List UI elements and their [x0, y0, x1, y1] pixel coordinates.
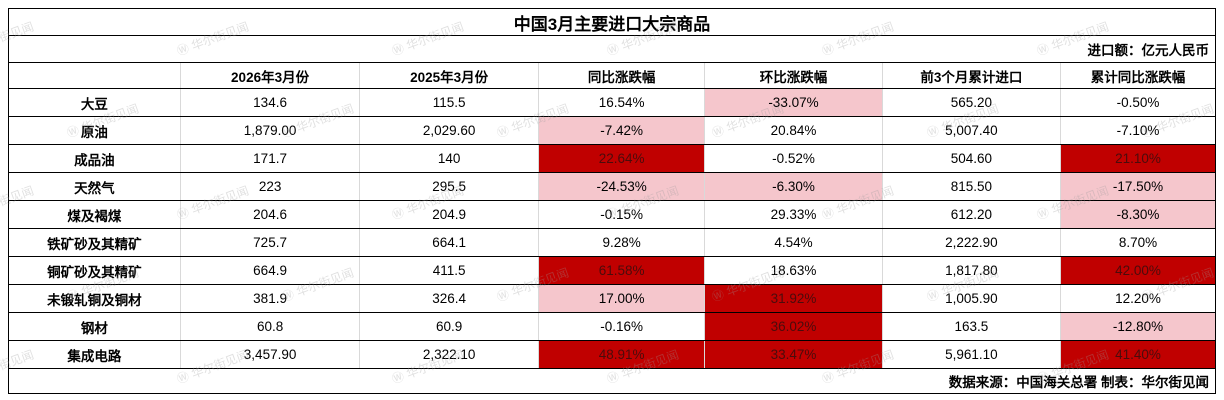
cell-value: 22.64%	[538, 145, 706, 172]
cell-value: 9.28%	[539, 229, 706, 256]
cell-value: 295.5	[360, 173, 539, 200]
table-row: 天然气 223 295.5 -24.53% -6.30% 815.50 -17.50%	[9, 173, 1215, 201]
table-row: 集成电路 3,457.90 2,322.10 48.91% 33.47% 5,961.10…	[9, 341, 1215, 369]
cell-value: 33.47%	[705, 341, 883, 368]
cell-value: -8.30%	[1061, 201, 1215, 228]
cell-value: 60.8	[181, 313, 361, 340]
cell-value: -0.50%	[1116, 95, 1160, 110]
cell-value: 16.54%	[539, 89, 706, 116]
cell-value: 60.9	[360, 313, 539, 340]
cell-value: 17.00%	[538, 285, 706, 312]
row-label: 成品油	[9, 145, 181, 172]
table-row: 煤及褐煤 204.6 204.9 -0.15% 29.33% 612.20 -8.30%	[9, 201, 1215, 229]
unit-note: 进口额：亿元人民币	[1087, 43, 1210, 58]
table-unit-row: 进口额：亿元人民币	[9, 36, 1215, 63]
cell-value: 1,817.80	[883, 257, 1062, 284]
cell-value: 12.20%	[1115, 291, 1161, 306]
cell-value: 204.6	[181, 201, 361, 228]
table-row: 未锻轧铜及铜材 381.9 326.4 17.00% 31.92% 1,005.90 12.…	[9, 285, 1215, 313]
row-label: 未锻轧铜及铜材	[9, 285, 181, 312]
cell-value: 36.02%	[705, 313, 883, 340]
cell-value: 612.20	[883, 201, 1062, 228]
cell-value: 4.54%	[705, 229, 883, 256]
table-row: 成品油 171.7 140 22.64% -0.52% 504.60 21.10%	[9, 145, 1215, 173]
cell-value: -0.52%	[705, 145, 883, 172]
cell-value: 664.1	[360, 229, 539, 256]
header-cell: 同比涨跌幅	[539, 63, 706, 88]
row-label: 铜矿砂及其精矿	[9, 257, 181, 284]
cell-value: 29.33%	[705, 201, 883, 228]
header-cell: 2025年3月份	[360, 63, 539, 88]
cell-value: 134.6	[181, 89, 361, 116]
cell-value: -0.16%	[539, 313, 706, 340]
table-title-row: 中国3月主要进口大宗商品	[9, 9, 1215, 36]
cell-value: -7.42%	[538, 117, 706, 144]
table-row: 大豆 134.6 115.5 16.54% -33.07% 565.20 -0.50%	[9, 89, 1215, 117]
table-row: 铁矿砂及其精矿 725.7 664.1 9.28% 4.54% 2,222.90 8.70%	[9, 229, 1215, 257]
table-footer-row: 数据来源：中国海关总署 制表：华尔街见闻	[9, 369, 1215, 393]
cell-value: 326.4	[360, 285, 539, 312]
cell-value: 42.00%	[1061, 257, 1215, 284]
cell-value: 163.5	[883, 313, 1062, 340]
table-row: 原油 1,879.00 2,029.60 -7.42% 20.84% 5,007.40 -7…	[9, 117, 1215, 145]
cell-value: -0.15%	[539, 201, 706, 228]
cell-value: 381.9	[181, 285, 361, 312]
cell-value: 1,879.00	[181, 117, 361, 144]
cell-value: 20.84%	[705, 117, 883, 144]
cell-value: 31.92%	[705, 285, 883, 312]
cell-value: -17.50%	[1061, 173, 1215, 200]
row-label: 钢材	[9, 313, 181, 340]
table-body: 大豆 134.6 115.5 16.54% -33.07% 565.20 -0.50% 原油 1…	[9, 89, 1215, 369]
cell-value: 3,457.90	[181, 341, 361, 368]
cell-value: 171.7	[181, 145, 361, 172]
header-cell-empty	[9, 63, 181, 88]
cell-value: -6.30%	[705, 173, 883, 200]
cell-value: 8.70%	[1118, 235, 1158, 250]
cell-value: 48.91%	[538, 341, 706, 368]
row-label: 铁矿砂及其精矿	[9, 229, 181, 256]
cell-value: -33.07%	[705, 89, 883, 116]
table-header-row: 2026年3月份 2025年3月份 同比涨跌幅 环比涨跌幅 前3个月累计进口 累计同比涨跌…	[9, 63, 1215, 89]
cell-value: 565.20	[883, 89, 1062, 116]
cell-value: 140	[360, 145, 539, 172]
header-cell: 2026年3月份	[181, 63, 361, 88]
cell-value: 815.50	[883, 173, 1062, 200]
table-row: 钢材 60.8 60.9 -0.16% 36.02% 163.5 -12.80%	[9, 313, 1215, 341]
cell-value: 5,961.10	[883, 341, 1062, 368]
cell-value: 61.58%	[538, 257, 706, 284]
row-label: 煤及褐煤	[9, 201, 181, 228]
cell-value: 2,029.60	[360, 117, 539, 144]
cell-value: 18.63%	[705, 257, 883, 284]
cell-value: 664.9	[181, 257, 361, 284]
header-cell: 环比涨跌幅	[705, 63, 883, 88]
cell-value: 21.10%	[1061, 145, 1215, 172]
cell-value: 725.7	[181, 229, 361, 256]
data-source-note: 数据来源：中国海关总署 制表：华尔街见闻	[948, 375, 1209, 390]
cell-value: -7.10%	[1116, 123, 1160, 138]
cell-value: 41.40%	[1061, 341, 1215, 368]
cell-value: 223	[181, 173, 361, 200]
cell-value: 204.9	[360, 201, 539, 228]
cell-value: 1,005.90	[883, 285, 1062, 312]
cell-value: 5,007.40	[883, 117, 1062, 144]
row-label: 原油	[9, 117, 181, 144]
row-label: 天然气	[9, 173, 181, 200]
cell-value: -12.80%	[1061, 313, 1215, 340]
cell-value: 411.5	[360, 257, 539, 284]
cell-value: -24.53%	[538, 173, 706, 200]
cell-value: 2,222.90	[883, 229, 1062, 256]
header-cell: 前3个月累计进口	[883, 63, 1062, 88]
page-title: 中国3月主要进口大宗商品	[513, 14, 711, 34]
row-label: 集成电路	[9, 341, 181, 368]
row-label: 大豆	[9, 89, 181, 116]
cell-value: 504.60	[883, 145, 1062, 172]
cell-value: 2,322.10	[360, 341, 539, 368]
table-row: 铜矿砂及其精矿 664.9 411.5 61.58% 18.63% 1,817.80 42.…	[9, 257, 1215, 285]
header-cell: 累计同比涨跌幅	[1090, 69, 1186, 85]
cell-value: 115.5	[360, 89, 539, 116]
import-commodities-table: 中国3月主要进口大宗商品 进口额：亿元人民币 2026年3月份 2025年3月份同…	[8, 8, 1216, 394]
